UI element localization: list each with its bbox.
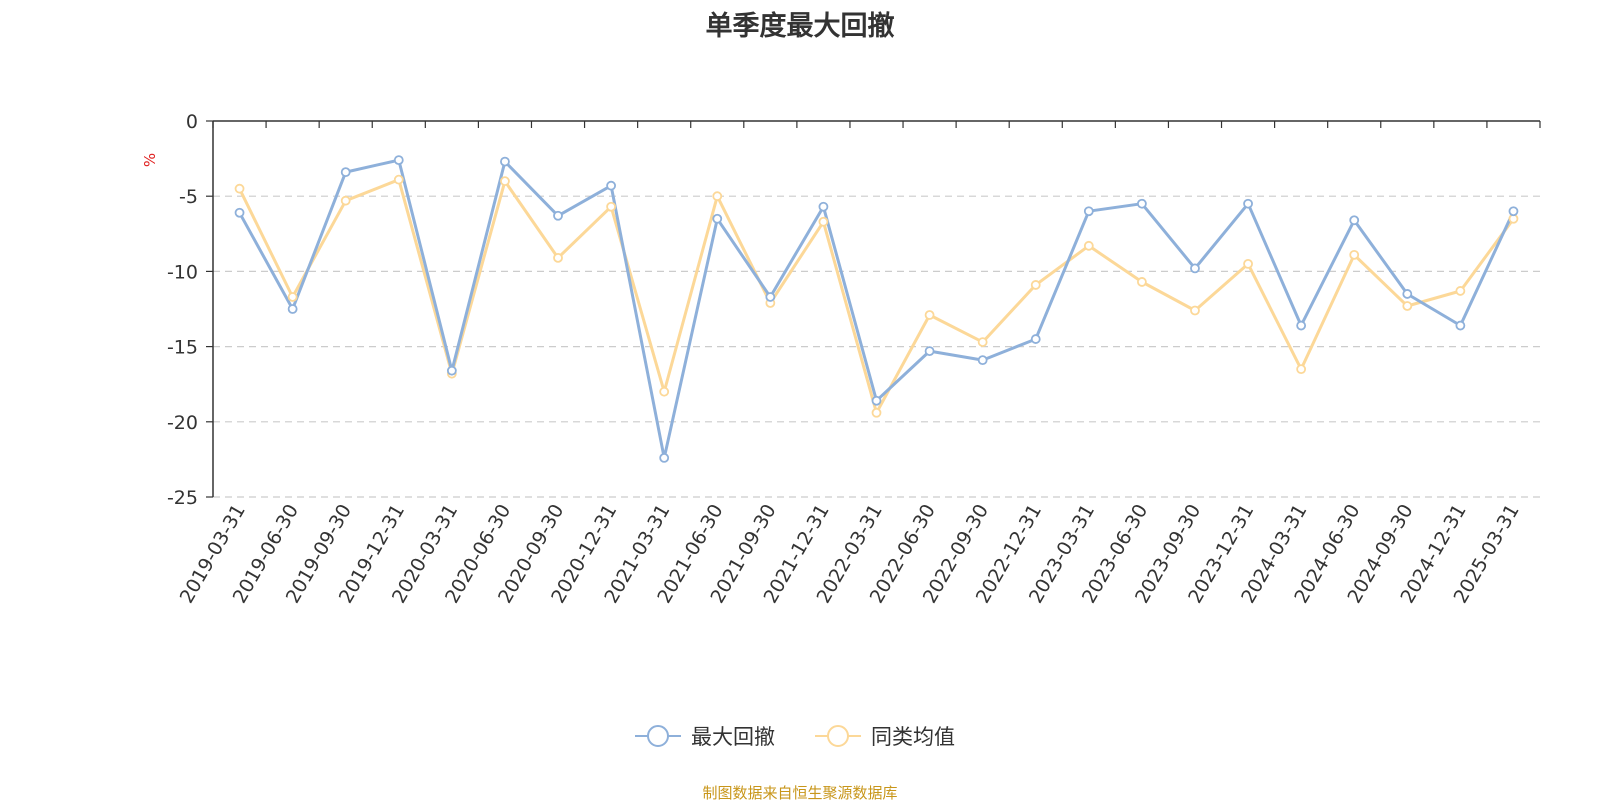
data-point [340,195,351,206]
data-point [1083,240,1094,251]
data-point [340,167,351,178]
data-point [234,183,245,194]
data-point [659,452,670,463]
data-point [977,355,988,366]
data-point [393,155,404,166]
data-point [1030,280,1041,290]
data-point [1083,206,1094,217]
data-point [871,395,882,406]
data-point [1455,286,1466,296]
data-point [924,346,935,357]
data-point [1508,206,1519,217]
data-point [500,176,510,187]
data-point [1349,249,1360,260]
y-tick-label: -25 [167,487,198,509]
data-point [1030,334,1041,344]
legend-marker [827,725,849,747]
data-point [818,201,829,212]
legend-label: 同类均值 [871,725,955,749]
data-point [1402,289,1413,299]
y-tick-label: -15 [167,337,198,359]
y-tick-label: -5 [179,186,198,208]
data-point [818,216,829,227]
grid-lines [213,195,1540,498]
data-point [287,304,298,314]
y-axis-ticks: 0 -5 -10 -15 -20 -25 [167,111,213,509]
data-point [606,201,616,212]
legend-marker [647,725,669,747]
chart-title: 单季度最大回撤 [705,11,895,42]
data-point [1190,263,1200,274]
data-point [1296,320,1307,331]
data-point [1243,258,1253,269]
data-point [712,213,723,224]
data-point [234,207,245,218]
data-point [500,156,510,167]
data-point [712,191,723,202]
series-line [238,178,1515,415]
data-point [765,292,776,302]
data-point [606,180,616,191]
data-point [393,174,404,185]
y-tick-label: 0 [186,111,198,133]
y-tick-label: -10 [167,261,198,283]
data-point [446,365,457,376]
y-tick-label: -20 [167,412,198,434]
data-point [287,292,298,302]
data-point [553,252,563,263]
legend: 最大回撤 同类均值 [635,725,955,749]
data-point [1137,277,1147,287]
data-point [1243,198,1253,209]
data-point [1190,305,1200,316]
data-point [1137,198,1147,209]
data-point [1402,301,1413,311]
data-point [977,337,988,347]
data-point [553,210,563,221]
x-axis-ticks: 2019-03-312019-06-302019-09-302019-12-31… [176,121,1541,607]
y-axis-label: % [141,153,159,167]
data-point [659,386,670,397]
data-point [1296,364,1307,375]
data-point [871,407,882,418]
axes [212,120,1540,497]
source-note: 制图数据来自恒生聚源数据库 [702,784,898,802]
series-group [234,155,1519,463]
legend-label: 最大回撤 [691,725,775,749]
data-point [924,310,935,320]
data-point [1455,320,1466,331]
data-point [1349,215,1360,226]
